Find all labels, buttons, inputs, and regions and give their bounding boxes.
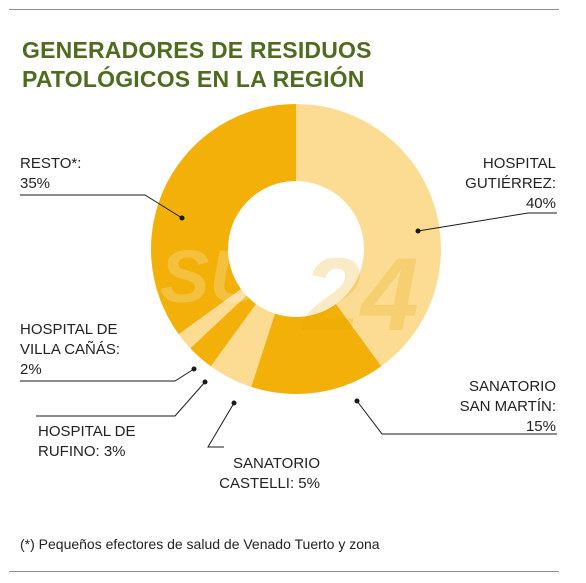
footnote: (*) Pequeños efectores de salud de Venad… — [20, 536, 380, 552]
chart-title-line-2: PATOLÓGICOS EN LA REGIÓN — [22, 66, 365, 92]
label-hospital-rufino-line-1: HOSPITAL DE — [38, 423, 136, 440]
leader-lines-group — [20, 194, 557, 448]
top-rule — [9, 9, 559, 10]
watermark-left: SU — [160, 235, 264, 318]
label-sanatorio-san-martin: SANATORIO SAN MARTÍN: 15% — [460, 377, 556, 437]
leader-dot-resto — [179, 215, 185, 221]
leader-line-hospital-rufino — [36, 381, 206, 417]
slice-sanatorio-san-martin — [251, 304, 382, 394]
chart-title-line-1: GENERADORES DE RESIDUOS — [22, 37, 372, 63]
leader-dot-hospital-gutierrez — [415, 228, 421, 234]
label-hospital-villa-canas-line-2: VILLA CAÑÁS: — [20, 341, 121, 358]
label-hospital-gutierrez-line-1: HOSPITAL — [482, 155, 556, 172]
leader-line-hospital-villa-canas — [20, 368, 195, 382]
leader-line-sanatorio-san-martin — [356, 400, 557, 435]
bottom-rule — [9, 571, 559, 572]
label-hospital-rufino-line-2: RUFINO: 3% — [38, 443, 126, 460]
label-hospital-villa-canas-line-1: HOSPITAL DE — [20, 321, 118, 338]
slice-sanatorio-castelli — [210, 304, 275, 387]
label-hospital-rufino: HOSPITAL DE RUFINO: 3% — [38, 422, 136, 462]
label-resto-line-1: RESTO*: — [20, 155, 82, 172]
label-resto-line-2: 35% — [20, 175, 51, 192]
leader-dot-sanatorio-castelli — [231, 400, 237, 406]
label-hospital-villa-canas-line-3: 2% — [20, 361, 42, 378]
leader-line-sanatorio-castelli — [207, 402, 235, 448]
label-hospital-gutierrez-line-3: 40% — [525, 195, 556, 212]
label-hospital-gutierrez-line-2: GUTIÉRREZ: — [465, 175, 556, 192]
leader-dot-hospital-villa-canas — [191, 366, 197, 372]
watermark-right: 24 — [301, 237, 419, 353]
leader-dot-sanatorio-san-martin — [354, 398, 360, 404]
label-sanatorio-castelli-line-2: CASTELLI: 5% — [219, 475, 320, 492]
watermark: SU 24 — [160, 235, 419, 353]
label-sanatorio-san-martin-line-2: SAN MARTÍN: — [459, 398, 556, 415]
slices-group — [151, 103, 441, 394]
leader-dot-hospital-rufino — [202, 379, 208, 385]
label-hospital-gutierrez: HOSPITAL GUTIÉRREZ: 40% — [465, 154, 556, 214]
slice-hospital-rufino — [190, 295, 257, 367]
label-sanatorio-san-martin-line-1: SANATORIO — [469, 378, 556, 395]
label-sanatorio-castelli-line-1: SANATORIO — [233, 455, 320, 472]
slice-resto — [151, 103, 296, 335]
label-sanatorio-san-martin-line-3: 15% — [525, 418, 556, 435]
label-hospital-villa-canas: HOSPITAL DE VILLA CAÑÁS: 2% — [20, 320, 120, 380]
label-resto: RESTO*: 35% — [20, 154, 81, 194]
chart-title: GENERADORES DE RESIDUOS PATOLÓGICOS EN L… — [22, 36, 372, 94]
slice-hospital-villa-canas — [178, 288, 247, 349]
label-sanatorio-castelli: SANATORIO CASTELLI: 5% — [219, 454, 320, 494]
leader-line-hospital-gutierrez — [417, 212, 557, 232]
leader-line-resto — [20, 194, 183, 219]
slice-hospital-gutierrez — [296, 104, 441, 367]
